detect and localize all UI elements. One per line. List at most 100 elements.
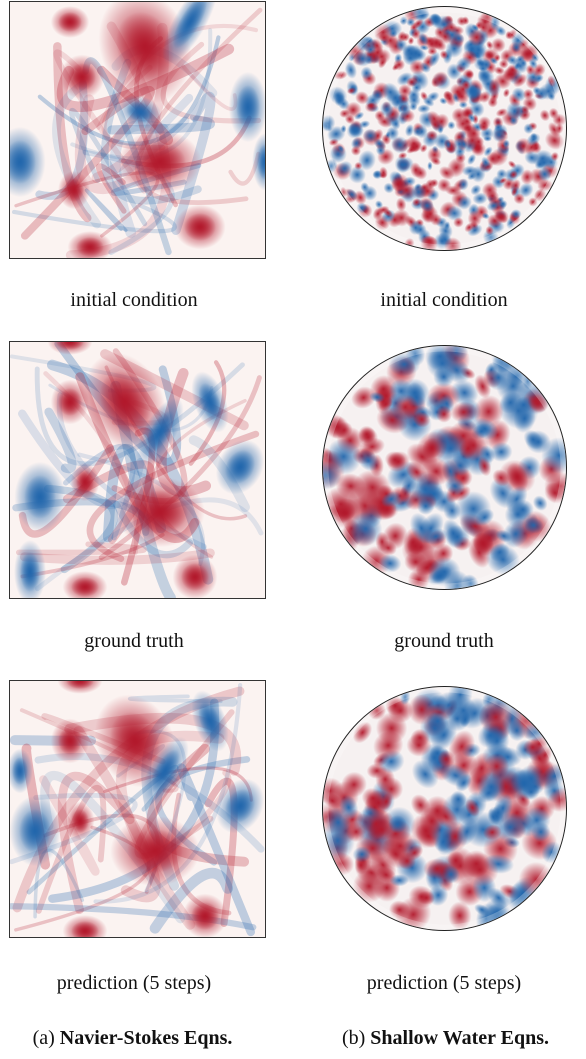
sw-field-cell [455,491,492,527]
sw-field-cell [426,110,442,128]
sw-field-cell [399,16,408,26]
sw-field-cell [492,469,510,487]
ns-vortex [58,388,82,416]
sw-field-cell [386,451,410,473]
ns-vortex [198,382,222,422]
sw-field-cell [481,212,490,220]
sw-field-cell [470,184,482,196]
sw-field-cell [539,109,551,122]
ns-prediction-plot [9,680,266,938]
sw-field-cell [489,477,517,509]
sw-field-cell [348,123,362,136]
sw-field-cell [425,178,436,190]
sw-field-cell [333,70,348,80]
ns-filament [188,435,250,512]
sw-field-cell [404,124,415,137]
ns-vortex [66,681,94,689]
sw-field-cell [485,225,494,235]
sw-field-cell [552,113,566,127]
ns-filament [39,775,100,876]
sw-field-cell [431,71,449,88]
sw-field-cell [524,150,540,165]
sw-field-cell [447,121,456,130]
subfigure-a-title: Navier-Stokes Eqns. [59,1027,233,1049]
ns-vortex [58,727,82,755]
sw-field-cell [416,497,435,515]
sw-field-cell [481,156,491,169]
sw-field-cell [356,202,368,214]
sw-field-cell [427,13,444,29]
subfigure-b-title: Shallow Water Eqns. [370,1027,550,1049]
sw-field-cell [353,50,372,67]
sw-field-cell [528,58,538,69]
ns-vortex [12,757,28,785]
sw-field-cell [511,87,526,102]
sw-field-cell [358,120,371,129]
sw-initial-condition-plot [322,6,567,251]
sw-field-cell [339,794,359,821]
sw-field-cell [408,885,435,909]
sw-field-cell [523,429,544,450]
ns-filament [44,407,77,474]
sw-field-cell [443,90,456,107]
sw-field-cell [452,33,465,44]
sw-field-cell [491,126,507,143]
sw-field-cell [461,165,478,177]
sw-field-cell [459,711,471,728]
ns-vortex [115,11,175,83]
sw-field-cell [350,145,361,156]
subfigure-a-tag: (a) [32,1027,55,1049]
ns-filament [15,541,147,556]
sw-field-cell [469,101,485,117]
sw-field-cell [465,70,474,79]
sw-field-cell [372,48,391,65]
sw-field-cell [485,190,500,202]
sw-field-cell [389,874,409,887]
ns-vortex [224,788,256,824]
ns-filament [69,107,148,227]
sw-field-cell [485,364,512,391]
sw-field-cell [438,29,453,44]
sw-field-cell [323,486,360,522]
sw-field-cell [336,160,353,177]
sw-field-cell [544,131,565,150]
sw-field-cell [505,30,513,40]
sw-field-cell [480,59,492,71]
sw-field-cell [522,806,551,834]
sw-field-cell [477,68,491,83]
ns-vortex [64,178,84,202]
sw-field-cell [409,162,422,178]
ns-filament [10,792,138,865]
ns-vortex [56,342,84,350]
sw-field-cell [409,512,434,544]
sw-field-cell [333,91,346,104]
sw-field-cell [537,166,552,182]
sw-field-cell [368,818,394,841]
ns-filament [35,784,107,914]
sw-field-cell [350,137,363,150]
sw-field-cell [337,144,345,153]
sw-field-cell [419,806,445,836]
ns-filament [177,763,255,937]
sw-field-cell [420,235,438,250]
sw-ground-truth-plot [322,345,567,590]
sw-sphere-limb [323,687,566,930]
sw-field-cell [467,153,477,165]
sw-field-cell [550,151,560,162]
sw-field-cell [506,101,524,122]
ns-initial-caption: initial condition [70,289,198,311]
sw-field-cell [407,694,436,725]
sw-field-cell [407,93,421,107]
sw-field-cell [400,32,410,42]
ns-vortex [127,829,183,873]
ns-filament [53,42,92,223]
sw-field-cell [493,66,505,75]
sw-field-cell [537,179,553,192]
sw-field-cell [467,28,486,47]
sw-field-cell [490,441,513,462]
sw-field-cell [417,104,431,114]
sw-field-cell [513,403,536,434]
sw-field-cell [444,185,462,196]
sw-field-cell [390,135,409,154]
sw-field-cell [486,40,494,50]
